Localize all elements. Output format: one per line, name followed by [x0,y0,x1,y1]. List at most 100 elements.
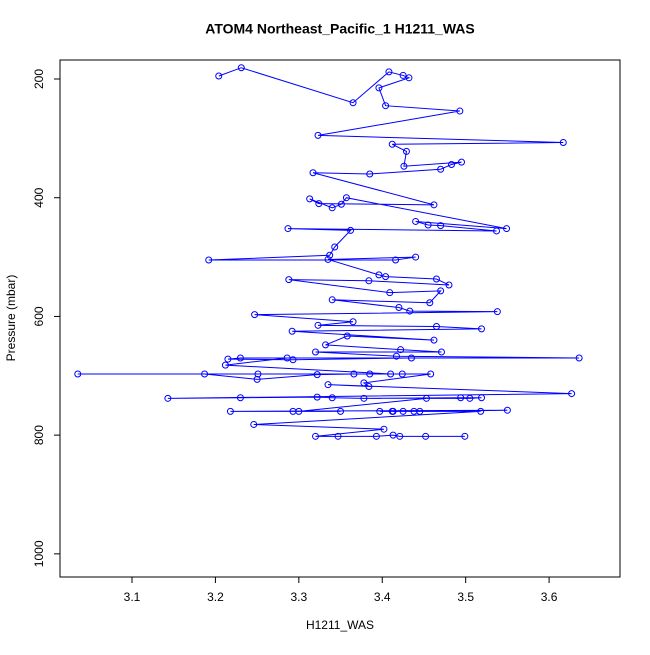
data-point [366,170,374,178]
data-point [385,68,393,76]
data-point [412,217,420,225]
data-point [254,370,262,378]
data-point [402,147,410,155]
data-point [205,256,213,264]
data-point [426,299,434,307]
data-point [399,407,407,415]
data-point [342,194,350,202]
data-point [396,432,404,440]
data-point [447,160,455,168]
data-point [236,394,244,402]
data-point [250,420,258,428]
y-axis-label: Pressure (mbar) [4,275,18,362]
data-point [328,296,336,304]
data-point [422,432,430,440]
data-point [437,165,445,173]
data-point [164,394,172,402]
data-point [237,64,245,72]
data-point [360,379,368,387]
chart-title: ATOM4 Northeast_Pacific_1 H1211_WAS [205,21,475,37]
data-point [314,131,322,139]
data-point [430,336,438,344]
data-point [445,281,453,289]
data-point [437,222,445,230]
x-tick-label: 3.6 [541,590,558,604]
data-point [74,370,82,378]
data-point [284,225,292,233]
data-point [365,277,373,285]
data-point [424,221,432,229]
data-point [306,195,314,203]
data-point [221,361,229,369]
data-point [376,407,384,415]
data-point [375,271,383,279]
data-point [331,243,339,251]
data-point [400,162,408,170]
data-point [410,407,418,415]
data-point [382,273,390,281]
data-point [392,256,400,264]
data-point [312,348,320,356]
y-tick-label: 1000 [32,540,46,567]
data-point [395,304,403,312]
data-point [324,381,332,389]
data-point [350,370,358,378]
data-point [285,276,293,284]
data-point [201,370,209,378]
data-point [389,407,397,415]
data-point [432,323,440,331]
data-point [478,394,486,402]
data-point [372,432,380,440]
data-point [493,308,501,316]
data-point [389,431,397,439]
x-tick-label: 3.3 [290,590,307,604]
data-point [380,425,388,433]
data-point [386,289,394,297]
x-tick-label: 3.1 [124,590,141,604]
data-point [406,307,414,315]
data-point [382,102,390,110]
data-point [503,225,511,233]
y-tick-label: 400 [32,187,46,207]
data-point [328,204,336,212]
data-point [324,255,332,263]
data-point [328,394,336,402]
data-point [375,84,383,92]
data-point [309,169,317,177]
data-point [313,371,321,379]
data-point [313,393,321,401]
data-point [399,71,407,79]
x-tick-label: 3.5 [457,590,474,604]
data-point [322,341,330,349]
data-point [405,74,413,82]
data-point [347,226,355,234]
data-point [407,354,415,362]
data-point [461,432,469,440]
x-tick-label: 3.4 [374,590,391,604]
data-point [568,390,576,398]
data-point [360,394,368,402]
data-point [251,311,259,319]
data-point [503,406,511,414]
x-axis-label: H1211_WAS [306,618,374,632]
data-point [226,407,234,415]
data-point [478,325,486,333]
data-point [349,318,357,326]
data-point [343,332,351,340]
data-point [477,407,485,415]
data-point [326,251,334,259]
data-point [334,432,342,440]
data-line [77,67,580,437]
data-point [427,370,435,378]
data-point [236,354,244,362]
y-tick-label: 200 [32,69,46,89]
data-point [458,158,466,166]
y-tick-label: 800 [32,425,46,445]
data-point [437,287,445,295]
data-point [337,200,345,208]
data-point [457,394,465,402]
data-point [412,253,420,261]
data-point [215,72,223,80]
data-point [314,321,322,329]
